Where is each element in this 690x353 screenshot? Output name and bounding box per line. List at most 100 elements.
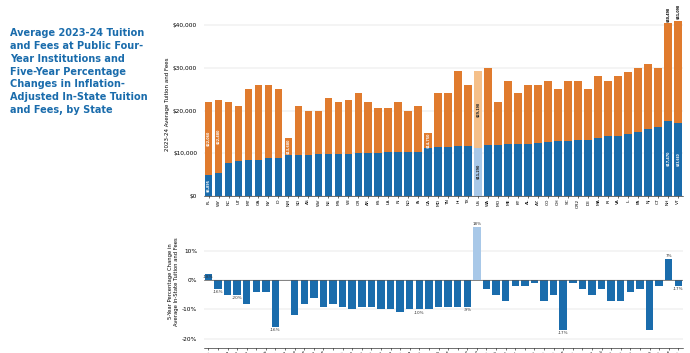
Bar bbox=[243, 280, 250, 304]
Bar bbox=[415, 152, 422, 196]
Bar bbox=[315, 110, 322, 154]
Bar bbox=[504, 80, 512, 144]
Bar bbox=[544, 80, 552, 142]
Text: $41,090: $41,090 bbox=[676, 4, 680, 19]
Bar bbox=[358, 280, 366, 306]
Bar bbox=[415, 106, 422, 152]
Bar bbox=[295, 155, 302, 196]
Bar bbox=[205, 274, 212, 280]
Text: -10%: -10% bbox=[414, 311, 424, 315]
Bar bbox=[494, 145, 502, 196]
Bar bbox=[484, 68, 492, 145]
Bar bbox=[604, 136, 612, 196]
Bar bbox=[584, 139, 592, 196]
Bar bbox=[384, 152, 393, 196]
Bar bbox=[627, 280, 634, 292]
Bar bbox=[310, 280, 317, 298]
Text: -16%: -16% bbox=[213, 290, 223, 294]
Bar bbox=[494, 102, 502, 145]
Bar bbox=[524, 144, 532, 196]
Bar bbox=[514, 94, 522, 144]
Bar bbox=[364, 153, 373, 196]
Bar bbox=[205, 102, 213, 175]
Bar bbox=[344, 154, 353, 196]
Bar bbox=[564, 141, 572, 196]
Bar bbox=[531, 280, 538, 283]
Bar bbox=[424, 133, 432, 148]
Bar bbox=[344, 100, 353, 154]
Bar bbox=[335, 154, 342, 196]
Bar bbox=[634, 132, 642, 196]
Bar bbox=[454, 280, 462, 306]
Bar bbox=[319, 280, 327, 306]
Bar bbox=[284, 155, 293, 196]
Bar bbox=[304, 110, 313, 155]
Text: $17,470: $17,470 bbox=[666, 151, 670, 166]
Bar bbox=[377, 280, 385, 310]
Bar bbox=[355, 94, 362, 153]
Y-axis label: 5-Year Percentage Change in
Average In-State Tuition and Fees: 5-Year Percentage Change in Average In-S… bbox=[168, 237, 179, 326]
Bar bbox=[514, 144, 522, 196]
Bar bbox=[594, 138, 602, 196]
Bar bbox=[444, 94, 452, 147]
Bar bbox=[245, 160, 253, 196]
Bar bbox=[654, 127, 662, 196]
Bar bbox=[304, 155, 313, 196]
Bar bbox=[205, 175, 213, 196]
Bar bbox=[415, 280, 423, 310]
Bar bbox=[594, 76, 602, 138]
Bar bbox=[614, 136, 622, 196]
Bar bbox=[540, 280, 548, 301]
Bar bbox=[544, 142, 552, 196]
Bar bbox=[617, 280, 624, 301]
Bar bbox=[435, 94, 442, 147]
Bar bbox=[674, 122, 682, 196]
Bar bbox=[473, 227, 481, 280]
Text: -17%: -17% bbox=[673, 287, 684, 291]
Bar bbox=[624, 134, 632, 196]
Bar bbox=[225, 163, 233, 196]
Bar bbox=[634, 68, 642, 132]
Bar bbox=[335, 102, 342, 154]
Bar bbox=[644, 129, 652, 196]
Text: $13,680: $13,680 bbox=[286, 138, 290, 154]
Bar bbox=[225, 102, 233, 163]
Text: -17%: -17% bbox=[558, 331, 569, 335]
Bar bbox=[348, 280, 356, 310]
Bar bbox=[654, 68, 662, 127]
Bar bbox=[493, 280, 500, 295]
Text: -9%: -9% bbox=[463, 308, 471, 312]
Bar bbox=[315, 154, 322, 196]
Bar bbox=[564, 80, 572, 141]
Bar bbox=[569, 280, 577, 283]
Bar bbox=[614, 76, 622, 136]
Bar bbox=[262, 280, 270, 292]
Bar bbox=[404, 110, 412, 152]
Bar bbox=[598, 280, 605, 289]
Bar bbox=[339, 280, 346, 306]
Bar bbox=[387, 280, 394, 310]
Bar bbox=[275, 158, 282, 196]
Bar bbox=[524, 85, 532, 144]
Bar bbox=[215, 100, 222, 173]
Bar bbox=[215, 173, 222, 196]
Bar bbox=[636, 280, 644, 289]
Text: Average 2023-24 Tuition
and Fees at Public Four-
Year Institutions and
Five-Year: Average 2023-24 Tuition and Fees at Publ… bbox=[10, 28, 148, 115]
Bar bbox=[395, 152, 402, 196]
Bar bbox=[425, 280, 433, 310]
Bar bbox=[504, 144, 512, 196]
Bar bbox=[475, 148, 482, 196]
Bar bbox=[224, 280, 231, 295]
Bar bbox=[397, 280, 404, 312]
Bar bbox=[484, 145, 492, 196]
Bar bbox=[253, 280, 260, 292]
Bar bbox=[475, 71, 482, 148]
Bar bbox=[560, 280, 567, 330]
Bar bbox=[534, 85, 542, 143]
Text: 7%: 7% bbox=[665, 254, 672, 258]
Bar bbox=[404, 152, 412, 196]
Bar bbox=[607, 280, 615, 301]
Text: $22,060: $22,060 bbox=[206, 131, 210, 146]
Bar bbox=[674, 20, 682, 122]
Bar bbox=[604, 80, 612, 136]
